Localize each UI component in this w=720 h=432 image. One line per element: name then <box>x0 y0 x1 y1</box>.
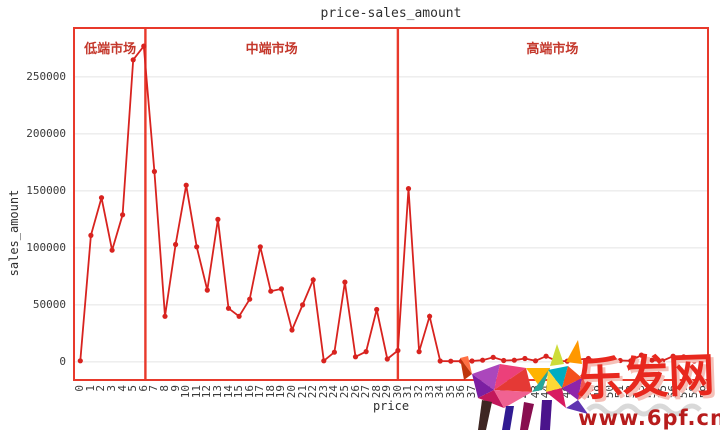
data-point <box>416 349 422 355</box>
region-label-2: 高端市场 <box>526 42 579 57</box>
data-point <box>628 358 634 364</box>
data-point <box>300 302 306 308</box>
data-point <box>162 313 168 319</box>
data-point <box>310 277 316 283</box>
data-point <box>109 247 115 253</box>
data-point <box>268 288 274 294</box>
data-point <box>480 357 486 363</box>
data-point <box>532 358 539 364</box>
data-point <box>522 355 528 362</box>
data-point <box>384 356 390 362</box>
bull-logo-icon <box>460 340 594 430</box>
data-point <box>173 241 179 248</box>
x-axis-label: price <box>372 399 410 413</box>
data-point <box>607 358 613 364</box>
data-point <box>77 358 83 364</box>
data-point <box>204 287 210 293</box>
site-name-text: 乐发网 <box>576 348 716 407</box>
data-point <box>183 182 189 188</box>
data-point <box>405 186 412 192</box>
data-point <box>289 327 295 333</box>
site-name-shadow: 乐发网 <box>579 351 719 410</box>
data-point <box>490 354 496 360</box>
data-point <box>511 357 517 363</box>
data-point <box>363 349 369 355</box>
watermark: 乐发网 乐发网 www.6pf.cn <box>438 330 720 432</box>
data-point <box>596 358 602 364</box>
data-point <box>141 43 147 49</box>
data-point <box>395 347 401 354</box>
data-point <box>98 195 105 201</box>
data-point <box>617 357 623 364</box>
data-point <box>247 296 253 302</box>
data-point <box>331 349 337 355</box>
y-tick-label: 200000 <box>26 127 66 141</box>
y-tick-label: 0 <box>59 355 66 369</box>
data-point <box>236 313 242 319</box>
y-tick-label: 150000 <box>26 184 66 198</box>
data-point <box>469 358 475 364</box>
data-point <box>321 358 327 364</box>
data-point <box>702 356 707 362</box>
data-point <box>278 286 284 292</box>
y-tick-label: 250000 <box>26 70 66 84</box>
data-point <box>225 305 232 311</box>
data-point <box>659 358 666 364</box>
grey-scribble <box>586 403 702 417</box>
data-point <box>130 57 136 63</box>
chart-title: price-sales_amount <box>320 6 462 21</box>
data-point <box>670 353 676 359</box>
data-point <box>215 216 221 222</box>
line-chart <box>75 29 707 379</box>
data-point <box>501 357 507 364</box>
y-tick-label: 100000 <box>26 241 66 255</box>
data-point <box>151 168 157 175</box>
data-point <box>427 313 433 319</box>
data-point <box>342 279 348 285</box>
data-point <box>543 353 549 359</box>
data-point <box>638 352 645 358</box>
data-point <box>448 358 454 364</box>
site-url-text: www.6pf.cn <box>578 406 720 430</box>
plot-area <box>73 27 709 381</box>
data-point <box>649 357 655 363</box>
data-point <box>120 212 126 218</box>
data-point <box>257 244 263 250</box>
data-point <box>194 244 200 250</box>
data-point <box>437 358 443 364</box>
data-point <box>374 306 380 313</box>
sales-line <box>79 43 706 363</box>
watermark-graphic: 乐发网 乐发网 www.6pf.cn <box>460 340 720 430</box>
data-point <box>691 358 697 364</box>
data-point <box>352 354 359 360</box>
data-point <box>681 354 687 360</box>
y-tick-label: 50000 <box>32 298 66 312</box>
region-label-0: 低端市场 <box>84 42 137 57</box>
data-point <box>88 232 94 238</box>
data-point <box>585 355 591 362</box>
region-label-1: 中端市场 <box>245 42 298 57</box>
